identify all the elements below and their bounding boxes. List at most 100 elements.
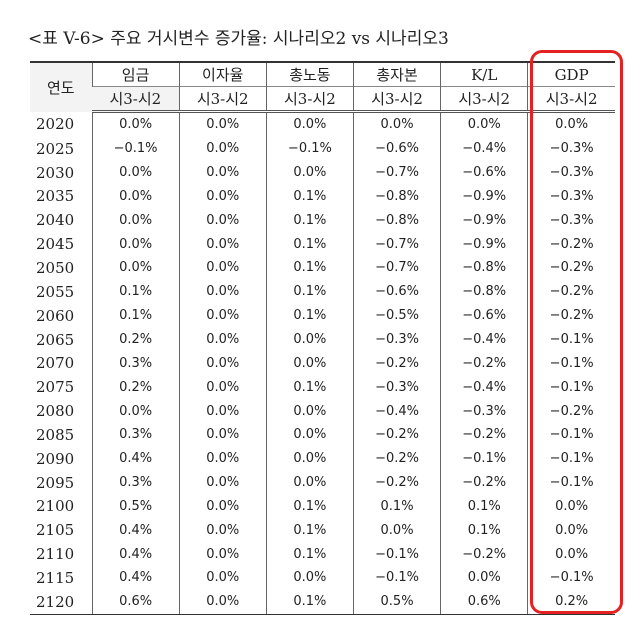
year-cell: 2050 (36, 258, 75, 277)
table-row: 2120 0.6% 0.0% 0.1% 0.5% 0.6% 0.2% (30, 589, 615, 615)
value-cell: 0.1% (91, 279, 180, 304)
value-cell: 0.0% (91, 111, 180, 137)
column-header: 임금 (91, 61, 180, 87)
value-cell: −0.2% (527, 279, 615, 304)
value-cell: 0.0% (178, 494, 267, 519)
table-row: 2040 0.0% 0.0% 0.1% −0.8% −0.9% −0.3% (30, 208, 615, 233)
value-cell: 0.0% (178, 446, 267, 471)
value-cell: 0.0% (178, 375, 267, 400)
value-cell: −0.1% (527, 566, 615, 590)
value-cell: −0.2% (440, 470, 528, 495)
value-cell: −0.1% (265, 136, 354, 161)
value-cell: −0.9% (440, 208, 528, 233)
value-cell: 0.0% (265, 351, 354, 376)
value-cell: −0.2% (527, 232, 615, 257)
year-cell: 2075 (36, 378, 75, 397)
year-cell: 2110 (36, 545, 75, 564)
value-cell: 0.0% (178, 136, 267, 161)
value-cell: −0.6% (440, 303, 528, 328)
value-cell: −0.3% (527, 160, 615, 185)
value-cell: −0.7% (352, 160, 441, 185)
value-cell: −0.1% (527, 375, 615, 400)
value-cell: −0.4% (440, 375, 528, 400)
value-cell: 0.0% (91, 399, 180, 423)
value-cell: 0.4% (91, 518, 180, 543)
year-cell: 2060 (36, 306, 75, 325)
value-cell: 0.0% (265, 160, 354, 185)
table-row: 2080 0.0% 0.0% 0.0% −0.4% −0.3% −0.2% (30, 399, 615, 423)
value-cell: −0.1% (91, 136, 180, 161)
value-cell: 0.1% (91, 303, 180, 328)
value-cell: 0.0% (91, 208, 180, 233)
column-subheader: 시3-시2 (92, 86, 180, 113)
table-row: 2110 0.4% 0.0% 0.1% −0.1% −0.2% 0.0% (30, 542, 615, 567)
value-cell: 0.6% (91, 589, 180, 615)
table-row: 2115 0.4% 0.0% 0.0% −0.1% 0.0% −0.1% (30, 566, 615, 590)
value-cell: 0.5% (352, 589, 441, 615)
year-cell: 2100 (36, 497, 75, 516)
value-cell: 0.0% (178, 399, 267, 423)
value-cell: −0.9% (440, 184, 528, 209)
column-header: 연도 (30, 61, 92, 112)
table-body: 2020 0.0% 0.0% 0.0% 0.0% 0.0% 0.0% 2025 −0.1% 0.0… (30, 111, 615, 615)
column-subheader: 시3-시2 (352, 86, 441, 113)
table-row: 2070 0.3% 0.0% 0.0% −0.2% −0.2% −0.1% (30, 351, 615, 376)
value-cell: 0.1% (265, 542, 354, 567)
highlight-box (530, 50, 623, 614)
value-cell: 0.1% (265, 232, 354, 257)
value-cell: 0.0% (178, 351, 267, 376)
value-cell: 0.4% (91, 542, 180, 567)
value-cell: 0.1% (265, 279, 354, 304)
value-cell: −0.3% (527, 208, 615, 233)
value-cell: 0.3% (91, 470, 180, 495)
value-cell: −0.2% (352, 351, 441, 376)
column-subheader: 시3-시2 (178, 86, 267, 113)
value-cell: −0.1% (527, 470, 615, 495)
column-subheader: 시3-시2 (440, 86, 528, 113)
value-cell: 0.1% (265, 256, 354, 280)
value-cell: 0.0% (352, 518, 441, 543)
value-cell: 0.0% (91, 160, 180, 185)
year-cell: 2090 (36, 449, 75, 468)
value-cell: −0.2% (527, 303, 615, 328)
value-cell: −0.8% (440, 256, 528, 280)
table-row: 2085 0.3% 0.0% 0.0% −0.2% −0.2% −0.1% (30, 422, 615, 447)
column-header: K/L (440, 61, 528, 87)
value-cell: −0.6% (440, 160, 528, 185)
value-cell: 0.2% (91, 327, 180, 352)
year-cell: 2035 (36, 187, 75, 206)
column-header: 총자본 (352, 61, 441, 87)
value-cell: 0.0% (265, 111, 354, 137)
value-cell: 0.0% (265, 399, 354, 423)
year-cell: 2070 (36, 354, 75, 373)
value-cell: −0.4% (440, 327, 528, 352)
value-cell: −0.3% (352, 375, 441, 400)
year-cell: 2020 (36, 115, 75, 134)
value-cell: 0.0% (91, 232, 180, 257)
value-cell: 0.0% (440, 111, 528, 137)
value-cell: −0.2% (352, 446, 441, 471)
table-row: 2065 0.2% 0.0% 0.0% −0.3% −0.4% −0.1% (30, 327, 615, 352)
table-row: 2025 −0.1% 0.0% −0.1% −0.6% −0.4% −0.3% (30, 136, 615, 161)
value-cell: 0.0% (178, 208, 267, 233)
year-cell: 2045 (36, 235, 75, 254)
value-cell: 0.1% (265, 494, 354, 519)
value-cell: −0.4% (352, 399, 441, 423)
value-cell: −0.2% (440, 351, 528, 376)
table-row: 2045 0.0% 0.0% 0.1% −0.7% −0.9% −0.2% (30, 232, 615, 257)
value-cell: 0.1% (265, 184, 354, 209)
subheader-row: 시3-시2 시3-시2 시3-시2 시3-시2 시3-시2 시3-시2 (30, 86, 615, 113)
column-header: 이자율 (178, 61, 267, 87)
table-row: 2020 0.0% 0.0% 0.0% 0.0% 0.0% 0.0% (30, 111, 615, 137)
value-cell: 0.2% (91, 375, 180, 400)
value-cell: 0.1% (440, 518, 528, 543)
year-cell: 2025 (36, 139, 75, 158)
value-cell: 0.4% (91, 566, 180, 590)
value-cell: 0.0% (178, 542, 267, 567)
value-cell: 0.6% (440, 589, 528, 615)
year-cell: 2055 (36, 282, 75, 301)
value-cell: −0.6% (352, 279, 441, 304)
value-cell: −0.1% (527, 446, 615, 471)
value-cell: 0.0% (527, 542, 615, 567)
